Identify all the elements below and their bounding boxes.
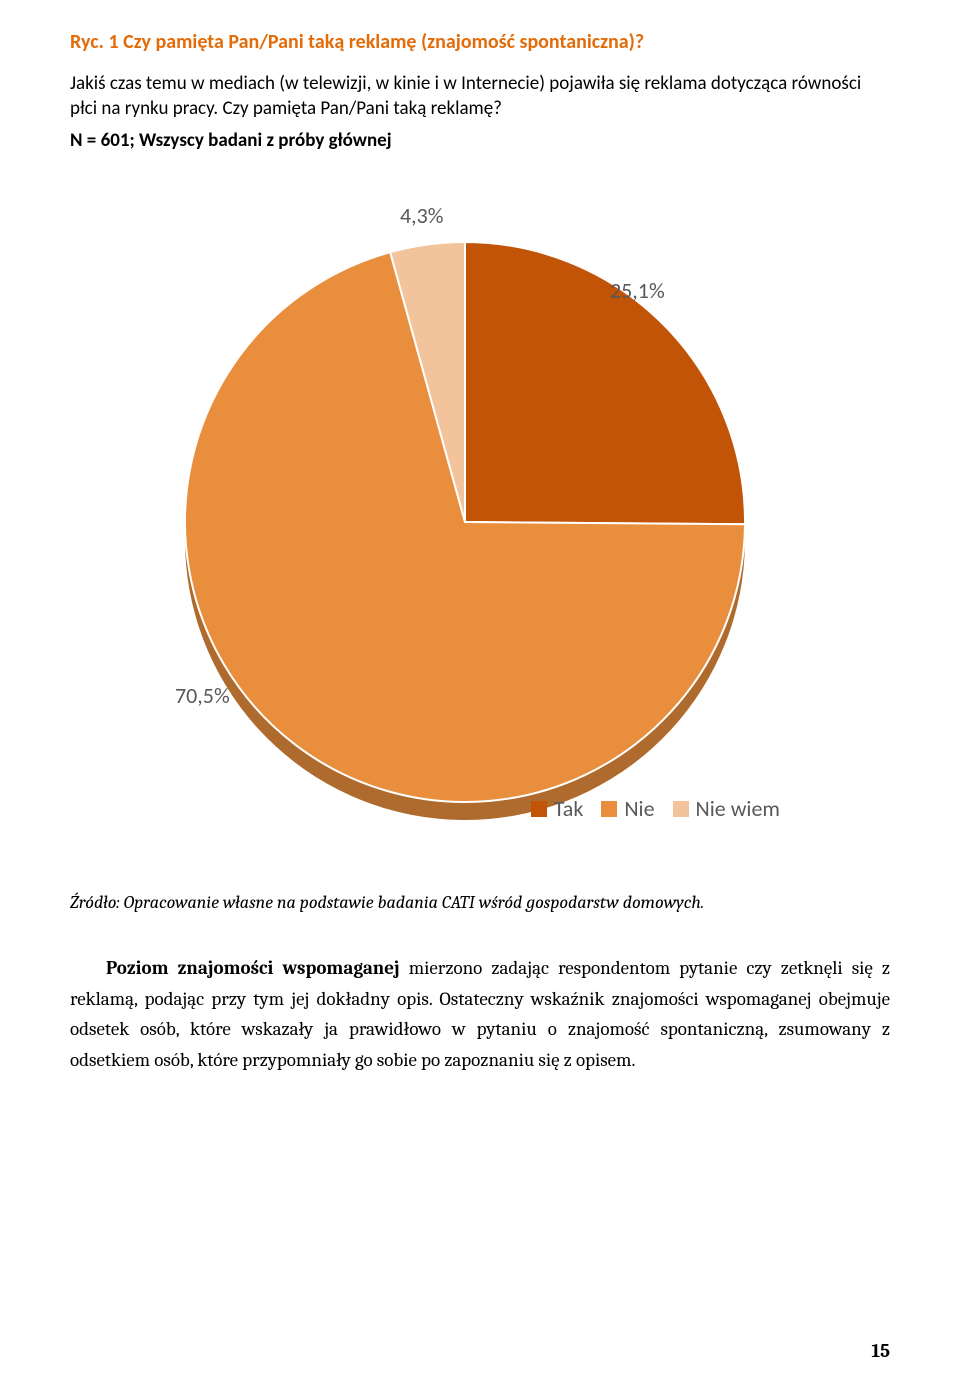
slice-label-tak: 25,1% — [610, 277, 665, 304]
legend-label-nie: Nie — [624, 795, 654, 822]
legend-swatch-niewiem — [673, 801, 689, 817]
sample-note: N = 601; Wszyscy badani z próby głównej — [70, 129, 890, 152]
slice-label-nie: 70,5% — [175, 682, 230, 709]
legend-item-tak: Tak — [531, 795, 584, 822]
figure-title: Ryc. 1 Czy pamięta Pan/Pani taką reklamę… — [70, 30, 890, 54]
legend-swatch-nie — [601, 801, 617, 817]
legend-label-tak: Tak — [554, 795, 584, 822]
slice-label-niewiem: 4,3% — [400, 202, 444, 229]
body-bold-lead: Poziom znajomości wspomaganej — [106, 957, 400, 979]
legend-item-nie: Nie — [601, 795, 654, 822]
pie-svg — [70, 182, 890, 852]
body-paragraph: Poziom znajomości wspomaganej mierzono z… — [70, 953, 890, 1075]
pie-chart: 25,1% 70,5% 4,3% Tak Nie Nie wiem — [70, 182, 890, 852]
legend-item-niewiem: Nie wiem — [673, 795, 780, 822]
intro-text: Jakiś czas temu w mediach (w telewizji, … — [70, 72, 890, 121]
legend-swatch-tak — [531, 801, 547, 817]
chart-legend: Tak Nie Nie wiem — [531, 795, 780, 822]
legend-label-niewiem: Nie wiem — [696, 795, 780, 822]
chart-caption: Źródło: Opracowanie własne na podstawie … — [70, 892, 890, 913]
page-number: 15 — [871, 1340, 890, 1362]
